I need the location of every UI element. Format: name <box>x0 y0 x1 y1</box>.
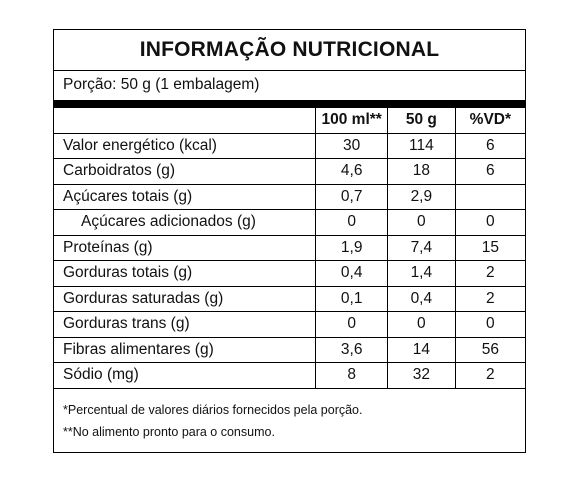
cell-100ml: 8 <box>315 362 389 389</box>
footnote-vd: *Percentual de valores diários fornecido… <box>63 403 363 417</box>
cell-50g: 7,4 <box>387 234 456 261</box>
cell-50g: 114 <box>387 132 456 159</box>
header-blank <box>54 108 317 134</box>
row-name: Gorduras trans (g) <box>54 311 317 338</box>
cell-vd: 0 <box>454 311 525 338</box>
column-header-vd: %VD* <box>454 108 525 134</box>
column-header-50g: 50 g <box>387 108 456 134</box>
thick-divider <box>54 100 525 108</box>
cell-100ml: 3,6 <box>315 336 389 363</box>
label-title: INFORMAÇÃO NUTRICIONAL <box>139 38 440 61</box>
cell-vd: 2 <box>454 285 525 312</box>
table-row: Gorduras trans (g) 0 0 0 <box>54 311 525 338</box>
table-row: Sódio (mg) 8 32 2 <box>54 362 525 389</box>
title-divider <box>54 70 525 71</box>
row-name: Fibras alimentares (g) <box>54 336 317 363</box>
cell-100ml: 0,1 <box>315 285 389 312</box>
nutrition-table: 100 ml** 50 g %VD* Valor energético (kca… <box>54 108 525 389</box>
row-name: Açúcares adicionados (g) <box>54 209 317 236</box>
cell-50g: 14 <box>387 336 456 363</box>
table-header-row: 100 ml** 50 g %VD* <box>54 108 525 134</box>
cell-50g: 1,4 <box>387 260 456 287</box>
cell-100ml: 4,6 <box>315 158 389 185</box>
cell-100ml: 30 <box>315 132 389 159</box>
footnote-ready: **No alimento pronto para o consumo. <box>63 425 275 439</box>
cell-50g: 18 <box>387 158 456 185</box>
cell-50g: 0 <box>387 209 456 236</box>
row-name: Proteínas (g) <box>54 234 317 261</box>
table-row: Açúcares totais (g) 0,7 2,9 <box>54 183 525 210</box>
table-row: Gorduras saturadas (g) 0,1 0,4 2 <box>54 285 525 312</box>
row-name: Carboidratos (g) <box>54 158 317 185</box>
row-name: Valor energético (kcal) <box>54 132 317 159</box>
cell-vd: 56 <box>454 336 525 363</box>
table-row: Açúcares adicionados (g) 0 0 0 <box>54 209 525 236</box>
cell-100ml: 0,7 <box>315 183 389 210</box>
cell-vd: 6 <box>454 158 525 185</box>
table-row: Valor energético (kcal) 30 114 6 <box>54 132 525 159</box>
cell-50g: 0,4 <box>387 285 456 312</box>
cell-100ml: 0,4 <box>315 260 389 287</box>
cell-vd: 0 <box>454 209 525 236</box>
cell-100ml: 0 <box>315 311 389 338</box>
cell-vd <box>454 183 525 210</box>
cell-50g: 2,9 <box>387 183 456 210</box>
table-row: Gorduras totais (g) 0,4 1,4 2 <box>54 260 525 287</box>
row-name: Gorduras saturadas (g) <box>54 285 317 312</box>
cell-vd: 2 <box>454 260 525 287</box>
cell-50g: 32 <box>387 362 456 389</box>
column-header-100ml: 100 ml** <box>315 108 389 134</box>
portion-text: Porção: 50 g (1 embalagem) <box>63 76 260 93</box>
nutrition-facts-label: INFORMAÇÃO NUTRICIONAL Porção: 50 g (1 e… <box>53 29 526 453</box>
cell-100ml: 0 <box>315 209 389 236</box>
row-name: Gorduras totais (g) <box>54 260 317 287</box>
cell-50g: 0 <box>387 311 456 338</box>
table-row: Fibras alimentares (g) 3,6 14 56 <box>54 336 525 363</box>
cell-vd: 2 <box>454 362 525 389</box>
cell-vd: 15 <box>454 234 525 261</box>
row-name: Sódio (mg) <box>54 362 317 389</box>
row-name: Açúcares totais (g) <box>54 183 317 210</box>
cell-vd: 6 <box>454 132 525 159</box>
cell-100ml: 1,9 <box>315 234 389 261</box>
table-row: Proteínas (g) 1,9 7,4 15 <box>54 234 525 261</box>
table-row: Carboidratos (g) 4,6 18 6 <box>54 158 525 185</box>
